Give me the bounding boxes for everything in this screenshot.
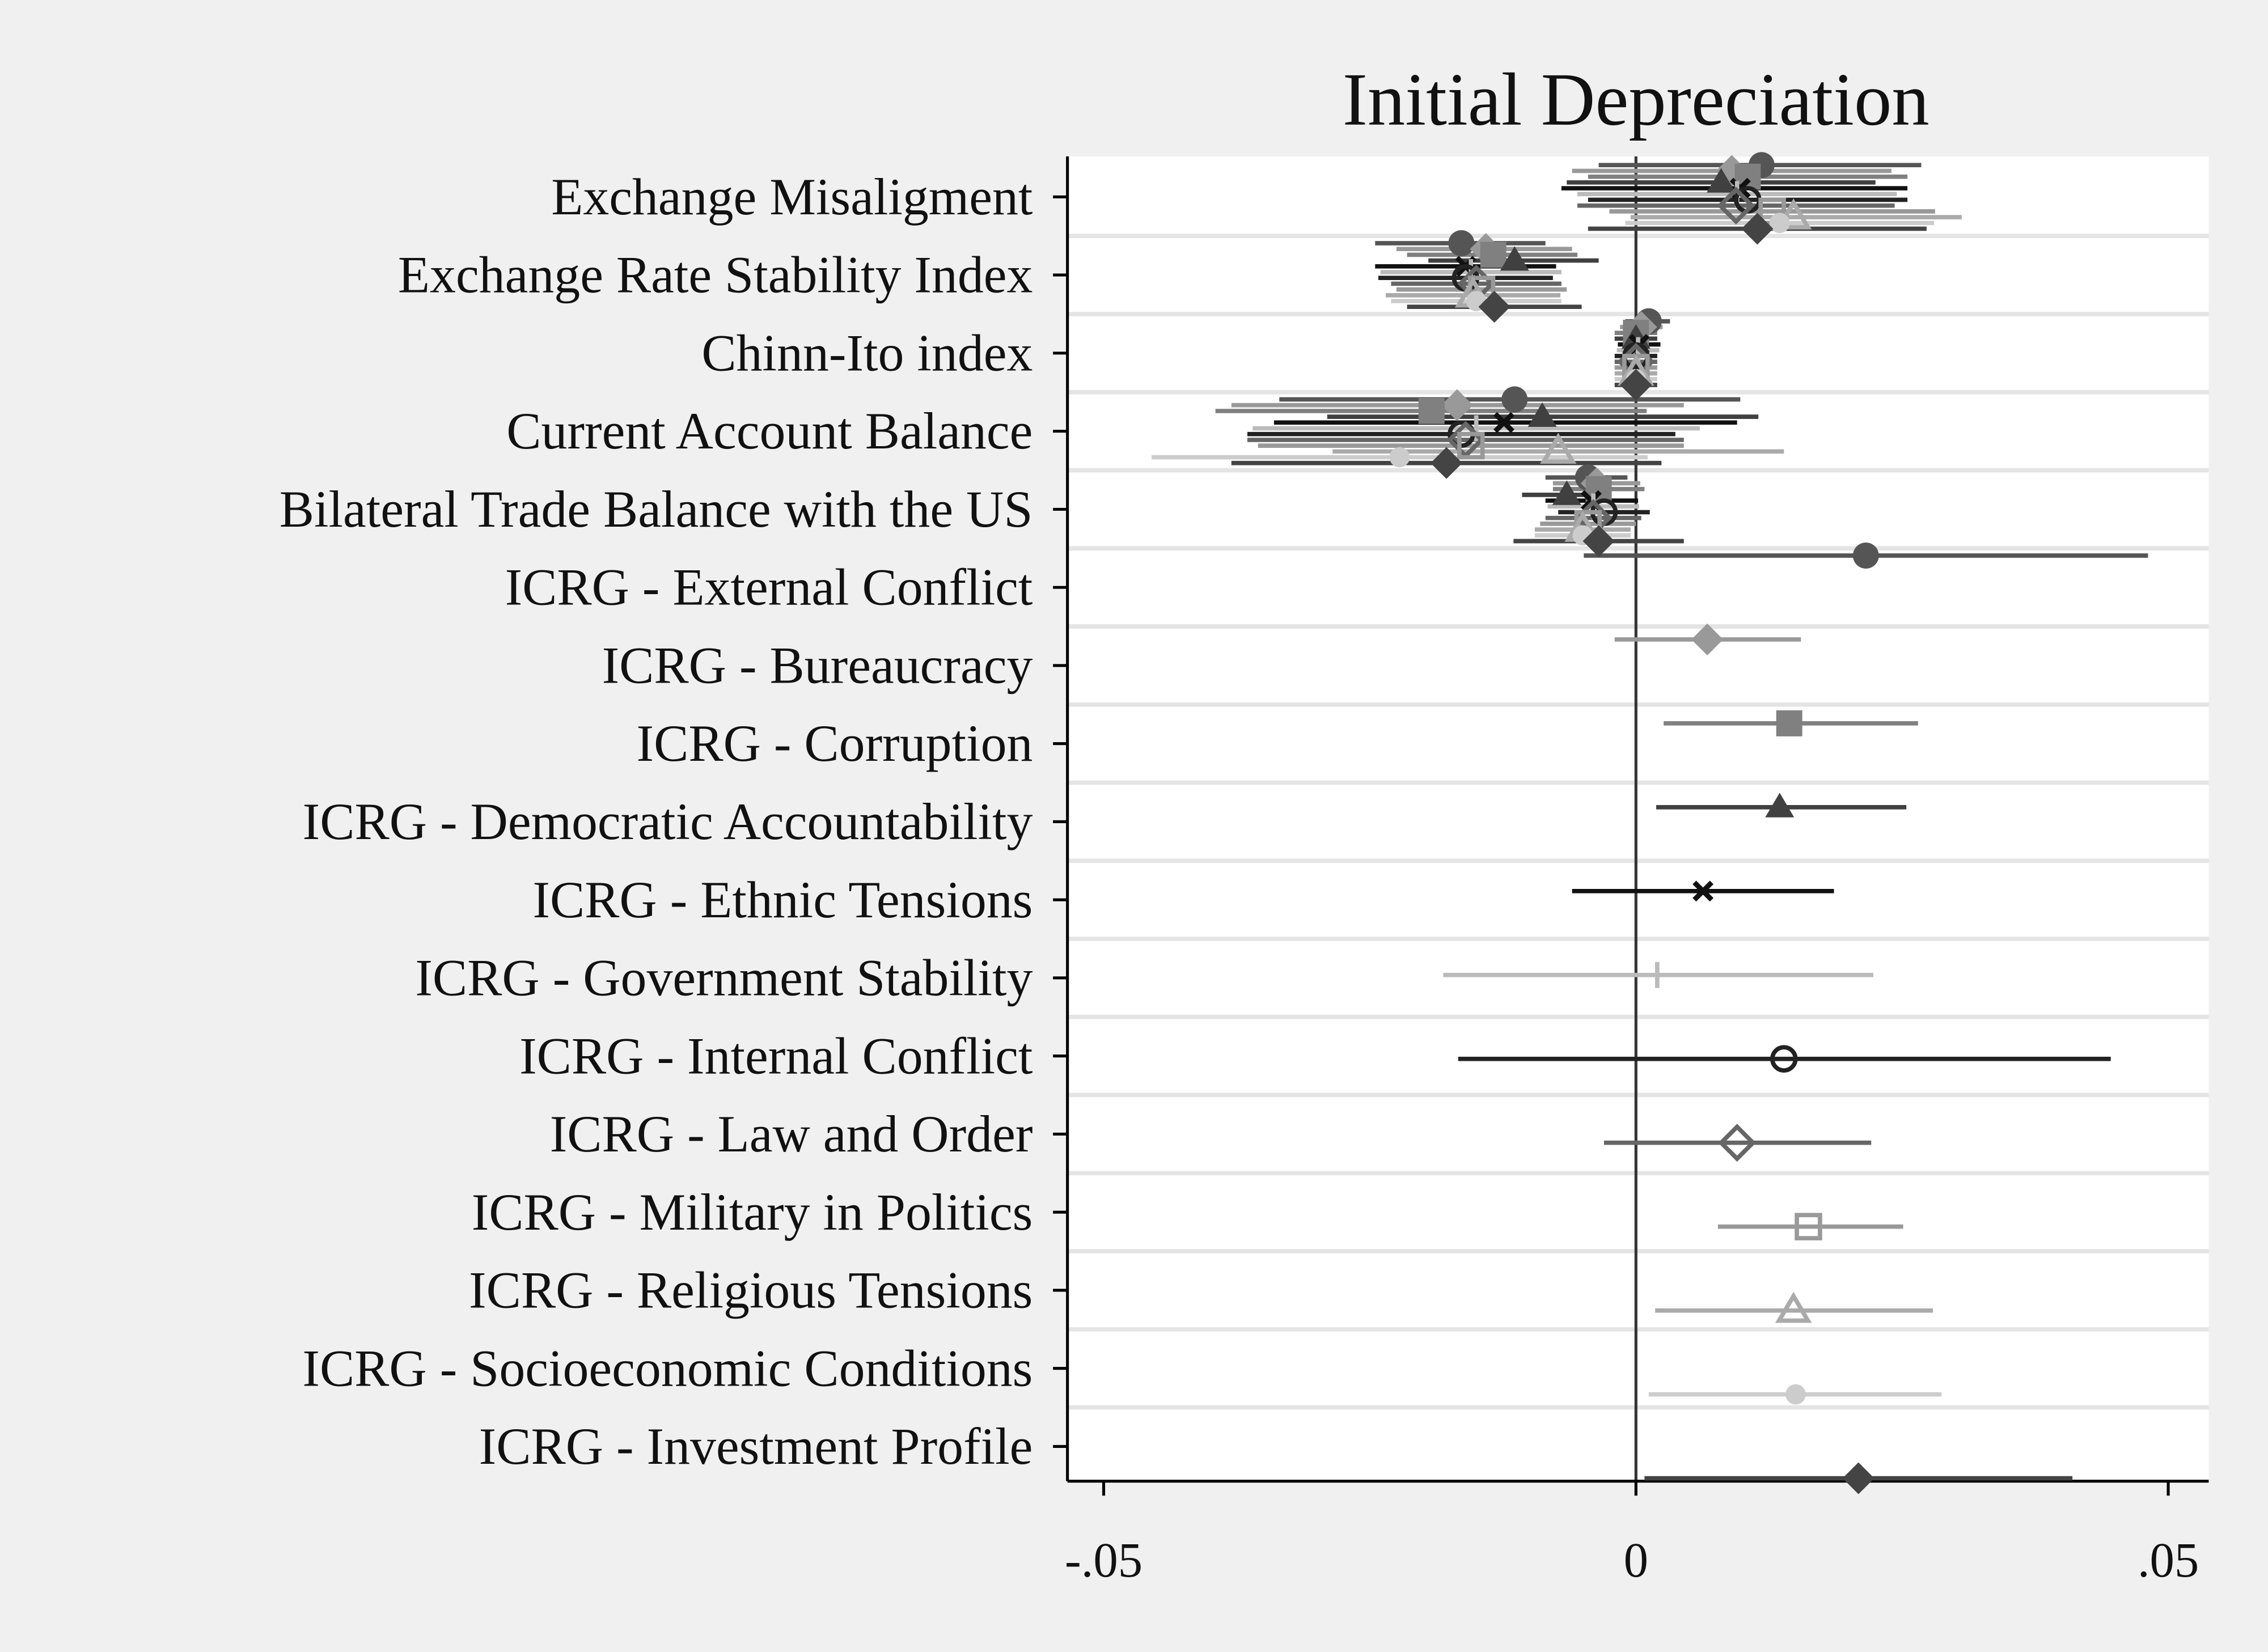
y-tick-label: Bilateral Trade Balance with the US bbox=[280, 480, 1033, 538]
marker bbox=[1795, 1213, 1822, 1240]
y-tick-label: ICRG - Ethnic Tensions bbox=[532, 871, 1033, 929]
marker bbox=[1478, 291, 1510, 323]
y-tick-label: Exchange Rate Stability Index bbox=[398, 246, 1033, 304]
marker bbox=[1620, 368, 1652, 401]
marker bbox=[1501, 386, 1528, 413]
y-tick-label: ICRG - Bureaucracy bbox=[602, 637, 1033, 694]
y-tick-label: ICRG - Internal Conflict bbox=[519, 1027, 1033, 1085]
marker bbox=[1852, 543, 1879, 569]
marker bbox=[1500, 246, 1529, 271]
marker bbox=[1692, 880, 1714, 902]
marker bbox=[1582, 525, 1615, 557]
y-tick-label: ICRG - Religious Tensions bbox=[469, 1261, 1033, 1319]
marker bbox=[1717, 187, 1755, 225]
x-tick-label: -.05 bbox=[1065, 1533, 1143, 1587]
marker bbox=[1389, 447, 1410, 468]
marker bbox=[1552, 480, 1581, 505]
marker bbox=[1741, 213, 1774, 245]
y-tick-label: Current Account Balance bbox=[506, 402, 1033, 460]
marker bbox=[1418, 397, 1445, 424]
marker bbox=[1493, 412, 1514, 433]
y-tick-label: ICRG - Government Stability bbox=[415, 949, 1033, 1007]
x-tick-label: .05 bbox=[2138, 1533, 2199, 1587]
y-tick-label: ICRG - Military in Politics bbox=[472, 1183, 1033, 1241]
marker bbox=[1775, 1291, 1812, 1323]
y-tick-label: Exchange Misaligment bbox=[551, 168, 1033, 226]
marker bbox=[1770, 1045, 1798, 1073]
marker bbox=[1691, 623, 1724, 656]
marker bbox=[1706, 168, 1736, 193]
y-tick-label: ICRG - Socioeconomic Conditions bbox=[302, 1339, 1033, 1397]
marker bbox=[1527, 402, 1557, 427]
chart-title: Initial Depreciation bbox=[1343, 58, 1930, 141]
marker bbox=[1448, 230, 1475, 256]
marker bbox=[1776, 710, 1802, 736]
marker bbox=[1775, 198, 1812, 230]
marker bbox=[1769, 213, 1790, 234]
marker bbox=[1540, 433, 1577, 464]
y-tick-label: ICRG - Corruption bbox=[637, 714, 1033, 772]
marker bbox=[1765, 793, 1795, 817]
y-tick-label: ICRG - External Conflict bbox=[505, 558, 1033, 616]
y-tick-label: Chinn-Ito index bbox=[701, 324, 1033, 382]
marker bbox=[1431, 447, 1463, 479]
y-tick-label: ICRG - Democratic Accountability bbox=[303, 793, 1033, 850]
marker bbox=[1785, 1384, 1806, 1405]
x-tick-label: 0 bbox=[1624, 1533, 1648, 1587]
marker bbox=[1718, 1124, 1757, 1162]
y-tick-label: ICRG - Investment Profile bbox=[479, 1417, 1033, 1475]
marker bbox=[1457, 431, 1485, 460]
marker bbox=[1480, 242, 1507, 268]
y-tick-label: ICRG - Law and Order bbox=[550, 1105, 1033, 1163]
